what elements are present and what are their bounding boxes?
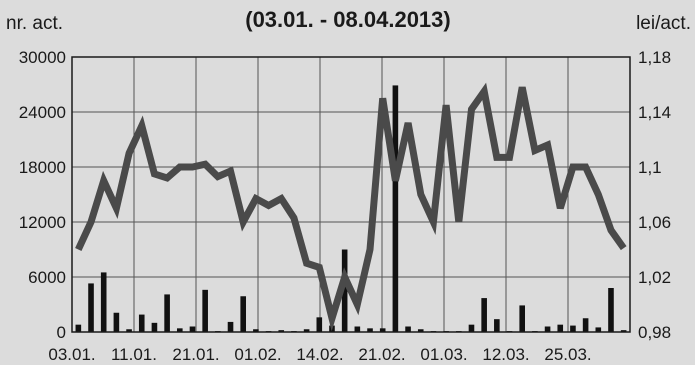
- volume-bar: [608, 288, 614, 332]
- volume-bar: [240, 296, 247, 332]
- price-line: [75, 82, 627, 332]
- volume-bar: [303, 329, 310, 332]
- y-left-tick-label: 30000: [19, 48, 66, 67]
- y-left-tick-label: 24000: [19, 103, 66, 122]
- x-tick-label: 21.02.: [358, 345, 405, 364]
- volume-bar: [138, 314, 145, 332]
- volume-bar: [519, 305, 526, 332]
- chart-title: (03.01. - 08.04.2013): [245, 7, 450, 32]
- y-left-tick-label: 0: [57, 323, 66, 342]
- plot-frame: [71, 56, 631, 333]
- volume-bar: [582, 318, 589, 332]
- volume-bar: [126, 329, 132, 332]
- y-right-tick-label: 1,02: [638, 268, 671, 287]
- volume-bar: [367, 328, 373, 332]
- y-left-tick-label: 6000: [28, 268, 66, 287]
- volume-bar: [468, 324, 475, 332]
- volume-bar: [417, 329, 424, 332]
- volume-bar: [544, 326, 551, 332]
- x-tick-label: 21.01.: [172, 345, 219, 364]
- grid: [72, 56, 630, 333]
- volume-bar: [202, 289, 208, 332]
- volume-bar: [392, 85, 399, 333]
- y-left-ticks: 30000 24000 18000 12000 6000 0: [19, 48, 66, 342]
- volume-bar: [227, 321, 234, 332]
- x-tick-label: 14.02.: [296, 345, 343, 364]
- x-tick-label: 11.01.: [111, 345, 157, 364]
- volume-bar: [341, 249, 348, 332]
- volume-bar: [405, 326, 411, 332]
- y-left-unit-label: nr. act.: [6, 13, 63, 34]
- volume-bar: [278, 330, 285, 332]
- y-right-tick-label: 1,14: [638, 103, 671, 122]
- x-tick-label: 01.02.: [234, 345, 281, 364]
- x-tick-label: 03.01.: [48, 345, 95, 364]
- y-right-ticks: 1,18 1,14 1,1 1,06 1,02 0,98: [638, 48, 671, 342]
- volume-bar: [164, 294, 170, 332]
- y-right-tick-label: 1,18: [638, 48, 671, 67]
- y-right-tick-label: 1,1: [638, 158, 662, 177]
- volume-bar: [481, 298, 487, 332]
- y-right-tick-label: 0,98: [638, 323, 671, 342]
- x-tick-label: 25.03.: [544, 345, 591, 364]
- y-right-unit-label: lei/act.: [636, 13, 691, 34]
- volume-bar: [316, 317, 323, 332]
- y-left-tick-label: 12000: [19, 213, 66, 232]
- volume-bar: [88, 283, 94, 332]
- volume-bar: [494, 319, 500, 332]
- x-tick-label: 01.03.: [420, 345, 467, 364]
- volume-bar: [570, 325, 576, 332]
- volume-bar: [100, 272, 107, 332]
- x-tick-label: 12.03.: [482, 345, 529, 364]
- y-right-tick-label: 1,06: [638, 213, 671, 232]
- volume-bar: [379, 328, 386, 332]
- volume-bar: [354, 326, 361, 332]
- volume-bar: [253, 329, 259, 332]
- volume-bar: [151, 322, 158, 332]
- volume-bar: [189, 326, 196, 332]
- line-series: [75, 82, 627, 332]
- volume-bar: [176, 328, 183, 332]
- y-left-tick-label: 18000: [19, 158, 66, 177]
- volume-bar: [75, 324, 82, 332]
- volume-bar: [620, 330, 627, 332]
- volume-bar: [595, 327, 602, 332]
- x-ticks: 03.01. 11.01. 21.01. 01.02. 14.02. 21.02. 01.0…: [48, 345, 591, 364]
- volume-bar: [113, 312, 120, 332]
- volume-bar: [557, 324, 564, 332]
